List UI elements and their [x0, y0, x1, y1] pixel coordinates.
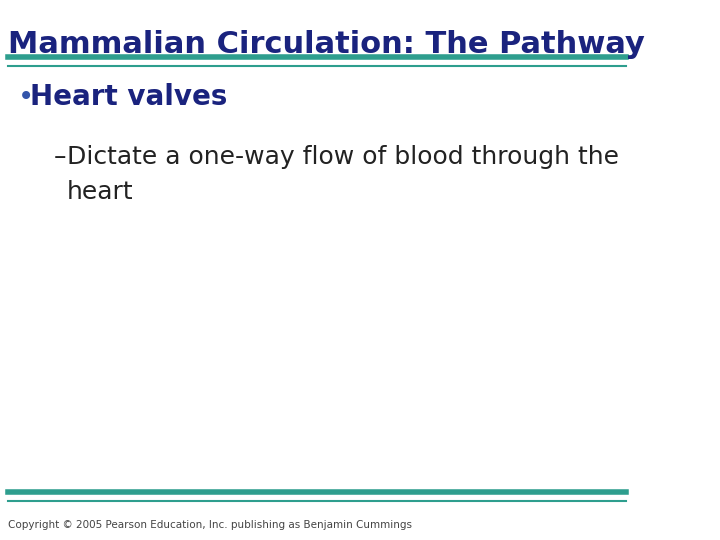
Text: Dictate a one-way flow of blood through the: Dictate a one-way flow of blood through … — [66, 145, 618, 168]
Text: –: – — [54, 145, 66, 168]
Text: Copyright © 2005 Pearson Education, Inc. publishing as Benjamin Cummings: Copyright © 2005 Pearson Education, Inc.… — [8, 520, 413, 530]
Text: Heart valves: Heart valves — [30, 83, 228, 111]
Text: Mammalian Circulation: The Pathway: Mammalian Circulation: The Pathway — [8, 30, 645, 59]
Text: •: • — [18, 83, 34, 111]
Text: heart: heart — [66, 180, 133, 204]
